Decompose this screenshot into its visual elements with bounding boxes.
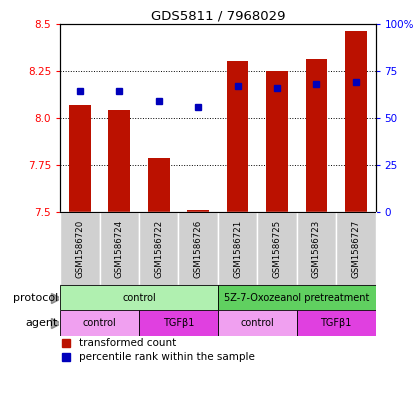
Text: GSM1586725: GSM1586725 [273, 219, 281, 278]
Bar [60, 310, 139, 336]
Bar [60, 212, 100, 285]
Text: transformed count: transformed count [79, 338, 176, 348]
Bar [108, 110, 130, 212]
Text: control: control [83, 318, 117, 328]
Text: TGFβ1: TGFβ1 [320, 318, 352, 328]
Text: 5Z-7-Oxozeanol pretreatment: 5Z-7-Oxozeanol pretreatment [224, 293, 369, 303]
Bar [266, 71, 288, 212]
Text: protocol: protocol [13, 293, 58, 303]
Bar [227, 61, 249, 212]
Bar [218, 310, 297, 336]
Bar [60, 285, 218, 310]
Text: TGFβ1: TGFβ1 [163, 318, 194, 328]
Text: control: control [122, 293, 156, 303]
Text: GSM1586726: GSM1586726 [194, 219, 203, 278]
Text: agent: agent [26, 318, 58, 328]
Bar [139, 212, 178, 285]
Bar [218, 212, 257, 285]
Bar [218, 285, 376, 310]
Text: GSM1586724: GSM1586724 [115, 219, 124, 278]
Text: GSM1586722: GSM1586722 [154, 219, 163, 278]
Bar [336, 212, 376, 285]
Title: GDS5811 / 7968029: GDS5811 / 7968029 [151, 9, 285, 22]
Text: GSM1586727: GSM1586727 [352, 219, 360, 278]
Text: GSM1586723: GSM1586723 [312, 219, 321, 278]
Bar [305, 59, 327, 212]
Text: GSM1586721: GSM1586721 [233, 219, 242, 278]
Bar [139, 310, 218, 336]
Text: control: control [240, 318, 274, 328]
Text: GSM1586720: GSM1586720 [76, 219, 84, 278]
Bar [297, 310, 376, 336]
Bar [187, 210, 209, 212]
Bar [345, 31, 367, 212]
Bar [178, 212, 218, 285]
Bar [100, 212, 139, 285]
Bar [148, 158, 170, 212]
Text: percentile rank within the sample: percentile rank within the sample [79, 352, 255, 362]
Bar [69, 105, 91, 212]
Bar [257, 212, 297, 285]
Bar [297, 212, 336, 285]
